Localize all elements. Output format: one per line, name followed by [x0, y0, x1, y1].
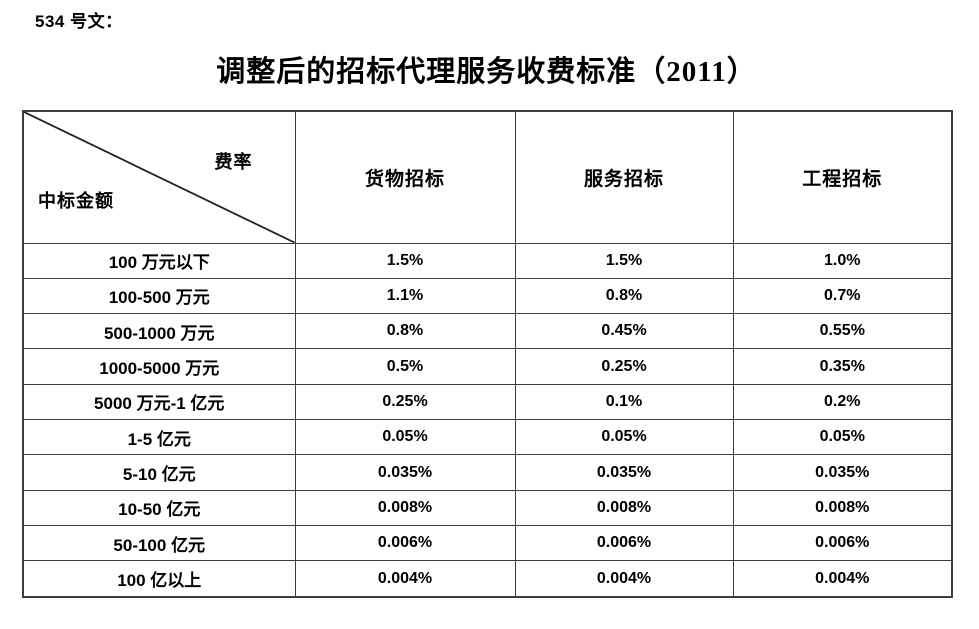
cell-value: 0.006%	[514, 525, 734, 562]
row-label: 50-100 亿元	[22, 525, 296, 562]
column-header-services: 服务招标	[514, 110, 734, 244]
table-row: 100 亿以上 0.004% 0.004% 0.004%	[22, 560, 953, 598]
row-label: 100 亿以上	[22, 560, 296, 598]
cell-value: 0.008%	[732, 489, 953, 527]
table-row: 1000-5000 万元 0.5% 0.25% 0.35%	[22, 348, 953, 385]
row-label: 10-50 亿元	[22, 489, 296, 527]
diagonal-divider-line	[24, 112, 295, 243]
table-row: 1-5 亿元 0.05% 0.05% 0.05%	[22, 419, 953, 456]
cell-value: 0.5%	[294, 348, 516, 385]
cell-value: 0.55%	[732, 313, 953, 350]
cell-value: 1.5%	[514, 242, 734, 279]
cell-value: 0.035%	[732, 454, 953, 491]
page-title: 调整后的招标代理服务收费标准（2011）	[216, 56, 757, 88]
table-row: 100-500 万元 1.1% 0.8% 0.7%	[22, 277, 953, 315]
cell-value: 1.5%	[294, 242, 516, 279]
cell-value: 0.05%	[732, 419, 953, 456]
row-label: 500-1000 万元	[22, 313, 296, 350]
row-label: 5-10 亿元	[22, 454, 296, 491]
cell-value: 0.25%	[294, 383, 516, 421]
cell-value: 0.7%	[732, 277, 953, 315]
cell-value: 0.004%	[294, 560, 516, 598]
corner-label-amount: 中标金额	[38, 190, 114, 211]
cell-value: 0.25%	[514, 348, 734, 385]
row-label: 100 万元以下	[22, 242, 296, 279]
cell-value: 0.8%	[294, 313, 516, 350]
table-row: 100 万元以下 1.5% 1.5% 1.0%	[22, 242, 953, 279]
cell-value: 0.1%	[514, 383, 734, 421]
cell-value: 0.035%	[514, 454, 734, 491]
table-corner-cell: 费率 中标金额	[22, 110, 296, 244]
cell-value: 0.006%	[732, 525, 953, 562]
cell-value: 1.0%	[732, 242, 953, 279]
table-row: 500-1000 万元 0.8% 0.45% 0.55%	[22, 313, 953, 350]
row-label: 1-5 亿元	[22, 419, 296, 456]
table-row: 10-50 亿元 0.008% 0.008% 0.008%	[22, 489, 953, 527]
corner-label-rate: 费率	[214, 152, 253, 172]
cell-value: 0.035%	[294, 454, 516, 491]
table-row: 50-100 亿元 0.006% 0.006% 0.006%	[22, 525, 953, 562]
doc-number-label: 534 号文：	[35, 12, 123, 31]
table-header-row: 费率 中标金额 货物招标 服务招标 工程招标	[22, 110, 953, 244]
row-label: 5000 万元-1 亿元	[22, 383, 296, 421]
cell-value: 0.2%	[732, 383, 953, 421]
fee-table: 费率 中标金额 货物招标 服务招标 工程招标 100 万元以下 1.5% 1.5…	[22, 110, 953, 598]
cell-value: 0.008%	[514, 489, 734, 527]
table-row: 5000 万元-1 亿元 0.25% 0.1% 0.2%	[22, 383, 953, 421]
column-header-works: 工程招标	[732, 110, 953, 244]
cell-value: 0.008%	[294, 489, 516, 527]
cell-value: 0.35%	[732, 348, 953, 385]
column-header-goods: 货物招标	[294, 110, 516, 244]
cell-value: 0.004%	[514, 560, 734, 598]
table-row: 5-10 亿元 0.035% 0.035% 0.035%	[22, 454, 953, 491]
cell-value: 1.1%	[294, 277, 516, 315]
cell-value: 0.45%	[514, 313, 734, 350]
cell-value: 0.006%	[294, 525, 516, 562]
cell-value: 0.8%	[514, 277, 734, 315]
row-label: 1000-5000 万元	[22, 348, 296, 385]
cell-value: 0.05%	[294, 419, 516, 456]
cell-value: 0.004%	[732, 560, 953, 598]
row-label: 100-500 万元	[22, 277, 296, 315]
cell-value: 0.05%	[514, 419, 734, 456]
